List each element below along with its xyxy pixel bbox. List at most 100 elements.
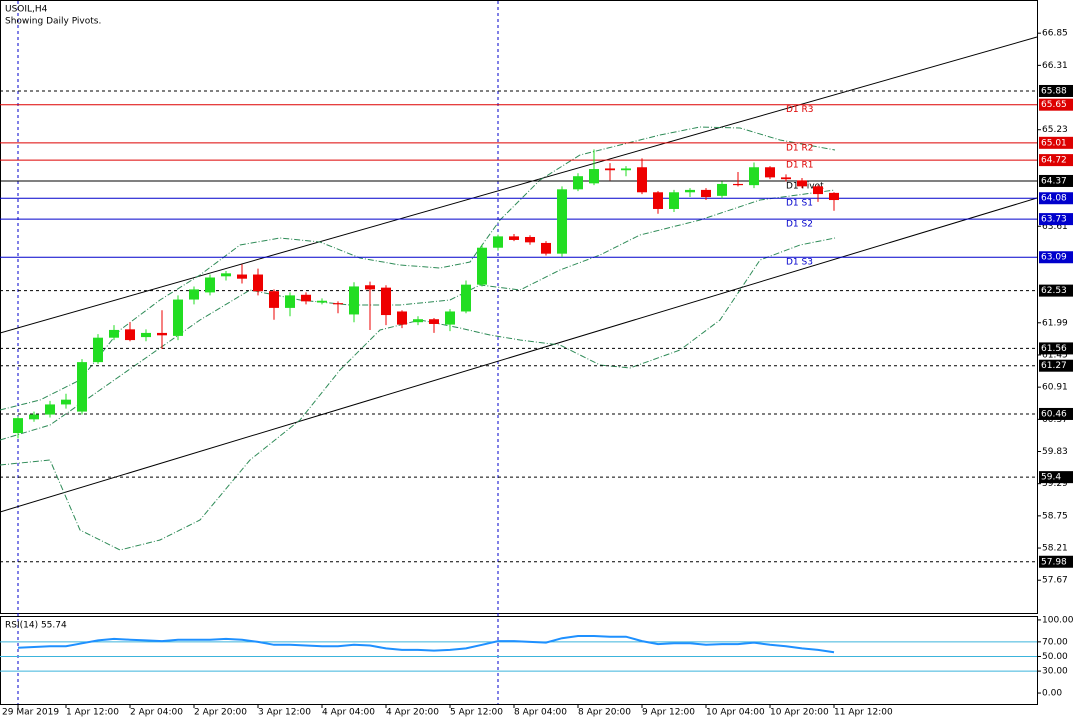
- level-label-box: [1039, 284, 1073, 297]
- level-label-box: [1039, 136, 1073, 149]
- rsi-tick-label: 50.00: [1042, 652, 1068, 662]
- x-tick-label: 8 Apr 04:00: [514, 708, 567, 718]
- candle-body: [93, 337, 103, 363]
- candle-body: [781, 177, 791, 180]
- candle-body: [221, 273, 231, 277]
- level-label: 64.72: [1041, 156, 1067, 166]
- candle-body: [461, 284, 471, 312]
- candle-body: [573, 176, 583, 190]
- candle-body: [397, 311, 407, 325]
- candle-body: [717, 183, 727, 196]
- level-label: 62.53: [1041, 286, 1067, 296]
- candle-body: [205, 277, 215, 293]
- level-label: 61.56: [1041, 344, 1067, 354]
- channel-upper: [0, 36, 1038, 334]
- candle-body: [29, 414, 39, 420]
- level-label-box: [1039, 213, 1073, 226]
- candle-body: [749, 167, 759, 186]
- candle-body: [45, 404, 55, 415]
- candle-body: [669, 192, 679, 209]
- candle-body: [109, 329, 119, 338]
- candle-body: [557, 189, 567, 254]
- level-name: D1 S2: [786, 220, 813, 230]
- x-tick-label: 1 Apr 12:00: [66, 708, 119, 718]
- candle-body: [541, 242, 551, 254]
- candle-body: [765, 167, 775, 178]
- y-tick-label: 58.75: [1042, 511, 1068, 521]
- y-tick-label: 57.67: [1042, 576, 1068, 586]
- candle-body: [125, 329, 135, 341]
- y-tick-label: 65.23: [1042, 125, 1068, 135]
- y-tick-label: 58.21: [1042, 544, 1068, 554]
- candle-body: [413, 319, 423, 323]
- y-tick-label: 61.99: [1042, 318, 1068, 328]
- candle-body: [157, 332, 167, 336]
- candle-body: [333, 303, 343, 305]
- level-label: 65.65: [1041, 100, 1067, 110]
- level-name: D1 R2: [786, 143, 814, 153]
- main-panel: [0, 0, 1038, 614]
- x-tick-label: 4 Apr 04:00: [322, 708, 375, 718]
- level-label: 59.4: [1041, 473, 1061, 483]
- level-label: 60.46: [1041, 409, 1067, 419]
- candle-body: [173, 299, 183, 336]
- y-tick-label: 63.61: [1042, 222, 1068, 232]
- level-label-box: [1039, 555, 1073, 568]
- level-label-box: [1039, 359, 1073, 372]
- rsi-title: RSI(14) 55.74: [5, 621, 67, 631]
- band-upper: [0, 126, 836, 411]
- candle-body: [621, 168, 631, 171]
- rsi-line: [17, 635, 835, 654]
- candle-body: [13, 418, 23, 434]
- x-tick-label: 9 Apr 12:00: [642, 708, 695, 718]
- candle-body: [381, 287, 391, 316]
- rsi-tick-label: 70.00: [1042, 637, 1068, 647]
- candle-body: [141, 332, 151, 338]
- rsi-tick-label: 100.00: [1042, 615, 1074, 625]
- level-label: 57.98: [1041, 557, 1067, 567]
- y-tick-label: 66.31: [1042, 61, 1068, 71]
- levels: D1 R3 D1 R2 D1 R1 D1 Pivot D1 S1 D1 S2 D1 S3: [0, 90, 1037, 563]
- candle-body: [637, 167, 647, 193]
- rsi-tick-label: 30.00: [1042, 667, 1068, 677]
- candle-body: [77, 362, 87, 412]
- x-tick-label: 5 Apr 12:00: [450, 708, 503, 718]
- level-label: 64.37: [1041, 176, 1067, 186]
- candle-body: [525, 236, 535, 243]
- x-tick-label: 3 Apr 12:00: [258, 708, 311, 718]
- candle-body: [701, 189, 711, 198]
- candle-body: [509, 236, 519, 240]
- x-tick-label: 8 Apr 20:00: [578, 708, 631, 718]
- candle-body: [253, 274, 263, 292]
- candle-body: [61, 399, 71, 405]
- level-name: D1 S3: [786, 258, 813, 268]
- level-name: D1 R3: [786, 105, 814, 115]
- y-tick-label: 59.29: [1042, 479, 1068, 489]
- rsi-panel: [0, 616, 1038, 705]
- rsi-tick-label: 0.00: [1042, 689, 1062, 699]
- candle-body: [189, 289, 199, 300]
- candle-body: [605, 168, 615, 171]
- x-tick-label: 2 Apr 04:00: [130, 708, 183, 718]
- candle-body: [445, 311, 455, 325]
- level-label-box: [1039, 84, 1073, 97]
- candle-body: [349, 286, 359, 315]
- candle-body: [685, 189, 695, 193]
- candle-body: [733, 183, 743, 186]
- candle-body: [653, 192, 663, 209]
- candle-body: [477, 247, 487, 285]
- band-lower: [0, 237, 836, 551]
- candle-body: [797, 180, 807, 187]
- candle-body: [365, 285, 375, 290]
- level-label: 63.73: [1041, 215, 1067, 225]
- candle-body: [269, 291, 279, 308]
- level-label-box: [1039, 342, 1073, 355]
- x-tick-label: 29 Mar 2019: [2, 708, 59, 718]
- chart-title: USOIL,H4: [5, 5, 48, 15]
- level-label-box: [1039, 192, 1073, 205]
- level-name: D1 Pivot: [786, 181, 824, 191]
- candle-body: [493, 236, 503, 248]
- level-label: 65.01: [1041, 138, 1067, 148]
- level-label-box: [1039, 98, 1073, 111]
